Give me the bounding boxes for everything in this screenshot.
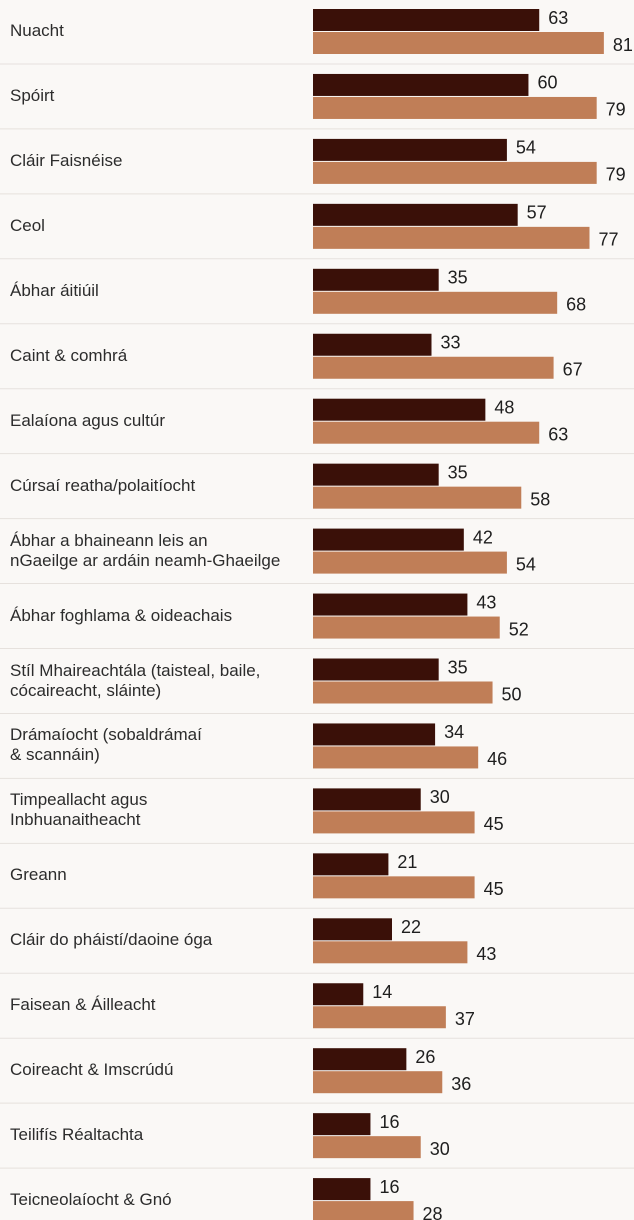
value-label: 42	[473, 527, 493, 547]
bar	[313, 658, 439, 681]
bar	[313, 96, 597, 119]
category-label: Caint & comhrá	[10, 345, 128, 365]
category-label: Ábhar a bhaineann leis an nGaeilge ar ar…	[10, 530, 281, 570]
bar	[313, 356, 554, 379]
value-label: 77	[599, 230, 619, 250]
bar	[313, 983, 364, 1006]
value-label: 16	[379, 1177, 399, 1197]
category-label: Cláir do pháistí/daoine óga	[10, 930, 213, 950]
bar	[313, 746, 479, 769]
value-label: 21	[397, 852, 417, 872]
bar	[313, 528, 464, 551]
category-label: Timpeallacht agus Inbhuanaitheacht	[10, 790, 148, 830]
bar	[313, 486, 522, 509]
bar	[313, 161, 597, 184]
value-label: 33	[441, 333, 461, 353]
category-label: Ealaíona agus cultúr	[10, 410, 165, 430]
value-label: 46	[487, 749, 507, 769]
bar	[313, 32, 604, 54]
value-label: 48	[494, 397, 514, 417]
value-label: 50	[502, 684, 522, 704]
value-label: 36	[451, 1074, 471, 1094]
bar	[313, 1136, 421, 1159]
category-label: Nuacht	[10, 21, 64, 40]
bar	[313, 1201, 414, 1220]
value-label: 37	[455, 1009, 475, 1029]
bar	[313, 788, 421, 811]
category-label: Drámaíocht (sobaldrámaí & scannáin)	[10, 725, 202, 765]
category-label: Ceol	[10, 215, 45, 235]
bar	[313, 1048, 407, 1071]
bar	[313, 1071, 443, 1094]
value-label: 79	[606, 165, 626, 185]
bar	[313, 551, 507, 574]
value-label: 14	[372, 982, 392, 1002]
value-label: 57	[527, 203, 547, 223]
bar	[313, 398, 486, 421]
category-label: Teilifís Réaltachta	[10, 1125, 144, 1145]
category-label: Ábhar áitiúil	[10, 280, 99, 300]
bar	[313, 1006, 446, 1029]
category-label: Teicneolaíocht & Gnó	[10, 1190, 172, 1210]
bar	[313, 463, 439, 486]
value-label: 28	[423, 1204, 443, 1220]
value-label: 81	[613, 35, 633, 55]
bar	[313, 203, 518, 226]
bar	[313, 876, 475, 899]
value-label: 63	[548, 424, 568, 444]
value-label: 43	[476, 944, 496, 964]
value-label: 22	[401, 917, 421, 937]
category-label: Cúrsaí reatha/polaitíocht	[10, 475, 196, 495]
value-label: 30	[430, 787, 450, 807]
value-label: 45	[484, 879, 504, 899]
value-label: 58	[530, 489, 550, 509]
bar	[313, 333, 432, 356]
value-label: 54	[516, 554, 536, 574]
value-label: 52	[509, 619, 529, 639]
value-label: 68	[566, 295, 586, 315]
bar	[313, 811, 475, 834]
category-label: Faisean & Áilleacht	[10, 995, 156, 1015]
value-label: 45	[484, 814, 504, 834]
category-label: Coireacht & Imscrúdú	[10, 1060, 174, 1080]
bar	[313, 723, 436, 746]
bar	[313, 1178, 371, 1201]
value-label: 60	[537, 73, 557, 93]
bar	[313, 268, 439, 291]
category-label: Spóirt	[10, 85, 55, 105]
value-label: 16	[379, 1112, 399, 1132]
bar	[313, 291, 558, 314]
value-label: 35	[448, 462, 468, 482]
bar	[313, 616, 500, 639]
value-label: 35	[448, 657, 468, 677]
bar	[313, 593, 468, 616]
bar	[313, 73, 529, 96]
value-label: 54	[516, 138, 536, 158]
bar	[313, 226, 590, 249]
bar	[313, 941, 468, 964]
value-label: 30	[430, 1139, 450, 1159]
category-label: Cláir Faisnéise	[10, 150, 123, 170]
value-label: 34	[444, 722, 464, 742]
category-label: Greann	[10, 865, 67, 885]
value-label: 63	[548, 8, 568, 28]
bar	[313, 681, 493, 704]
bar	[313, 138, 507, 161]
value-label: 67	[563, 360, 583, 380]
bar	[313, 421, 540, 444]
value-label: 43	[476, 592, 496, 612]
value-label: 35	[448, 268, 468, 288]
category-label: Stíl Mhaireachtála (taisteal, baile, cóc…	[10, 660, 261, 700]
bar	[313, 853, 389, 876]
category-label: Ábhar foghlama & oideachais	[10, 605, 233, 625]
bar	[313, 918, 392, 941]
value-label: 79	[606, 100, 626, 120]
bar	[313, 1113, 371, 1136]
value-label: 26	[415, 1047, 435, 1067]
bar	[313, 9, 540, 31]
